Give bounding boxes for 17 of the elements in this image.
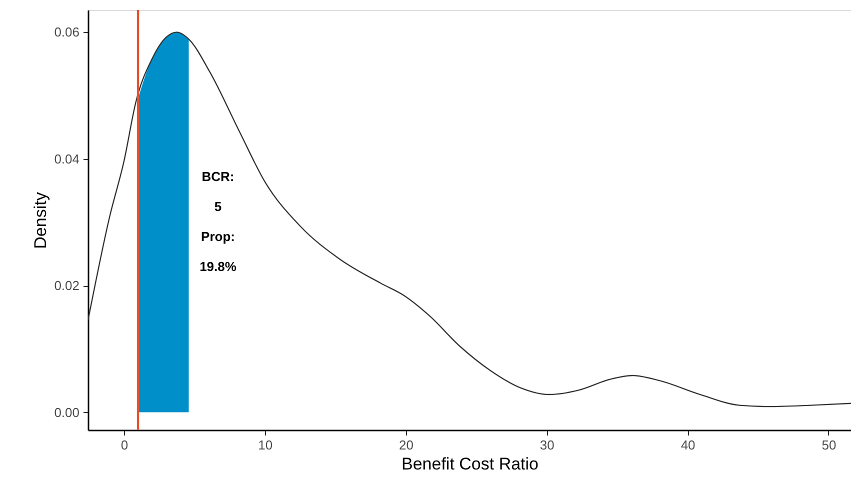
x-tick-label: 40 — [680, 438, 696, 452]
annotation: BCR: — [202, 169, 234, 184]
y-tick-label: 0.02 — [54, 278, 80, 294]
y-axis-title: Density — [31, 192, 50, 249]
x-tick-label: 20 — [399, 438, 414, 452]
x-tick-label: 30 — [540, 438, 554, 452]
annotation: Prop: — [201, 229, 235, 244]
y-tick-label: 0.06 — [54, 24, 80, 40]
line-series — [88, 32, 851, 408]
x-tick-label: 50 — [822, 438, 836, 452]
x-tick-label: 10 — [258, 438, 273, 452]
y-tick-label: 0.04 — [54, 151, 80, 166]
y-tick-label: 0.00 — [54, 404, 80, 420]
x-tick-label: 0 — [120, 438, 128, 452]
annotation: 19.8% — [200, 259, 237, 274]
x-axis-title: Benefit Cost Ratio — [401, 454, 539, 474]
annotation: 5 — [214, 199, 222, 214]
